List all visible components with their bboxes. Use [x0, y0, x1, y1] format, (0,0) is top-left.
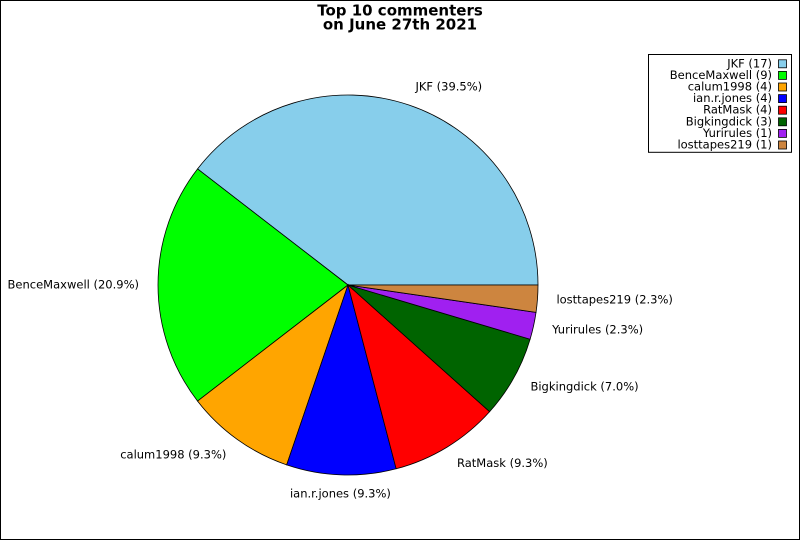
- legend-swatch: [778, 82, 787, 92]
- legend-label: RatMask (4): [703, 103, 772, 117]
- legend-swatch: [778, 94, 787, 103]
- slice-label: JKF (39.5%): [414, 80, 482, 94]
- legend-label: JKF (17): [726, 56, 772, 70]
- legend-swatch: [778, 117, 787, 127]
- slice-label: Bigkingdick (7.0%): [530, 379, 638, 393]
- slice-label: Yurirules (2.3%): [551, 322, 643, 336]
- pie-slice: [197, 283, 349, 466]
- legend-label: losttapes219 (1): [677, 138, 772, 152]
- pie-slice: [347, 284, 539, 313]
- pie-slice: [347, 283, 491, 470]
- pie-slice: [197, 94, 539, 286]
- legend-label: ian.r.jones (4): [693, 91, 772, 105]
- legend-swatch: [778, 59, 787, 69]
- legend-box: [648, 54, 792, 153]
- legend-label: Yurirules (1): [702, 126, 772, 140]
- slice-label: calum1998 (9.3%): [120, 447, 226, 461]
- legend-label: calum1998 (4): [688, 80, 772, 94]
- slice-label: BenceMaxwell (20.9%): [8, 278, 139, 292]
- legend-swatch: [778, 128, 787, 138]
- slice-label: losttapes219 (2.3%): [556, 293, 672, 307]
- slice-label: RatMask (9.3%): [457, 456, 548, 470]
- chart-title: Top 10 commenters: [317, 2, 483, 20]
- pie-slice: [286, 283, 397, 476]
- chart-title: on June 27th 2021: [323, 16, 477, 34]
- legend-label: Bigkingdick (3): [686, 114, 772, 128]
- legend-swatch: [778, 105, 787, 115]
- legend-swatch: [778, 71, 787, 80]
- pie-slice: [157, 168, 349, 402]
- legend-label: BenceMaxwell (9): [670, 68, 772, 82]
- legend-swatch: [778, 140, 787, 150]
- slice-label: ian.r.jones (9.3%): [290, 486, 391, 500]
